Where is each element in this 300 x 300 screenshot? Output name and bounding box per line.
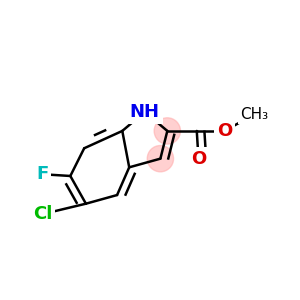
Text: Cl: Cl bbox=[33, 205, 52, 223]
Text: O: O bbox=[191, 150, 206, 168]
Text: NH: NH bbox=[130, 103, 160, 121]
Circle shape bbox=[147, 146, 174, 172]
Circle shape bbox=[154, 118, 181, 144]
Text: CH₃: CH₃ bbox=[240, 107, 268, 122]
Text: F: F bbox=[37, 165, 49, 183]
Text: O: O bbox=[217, 122, 232, 140]
